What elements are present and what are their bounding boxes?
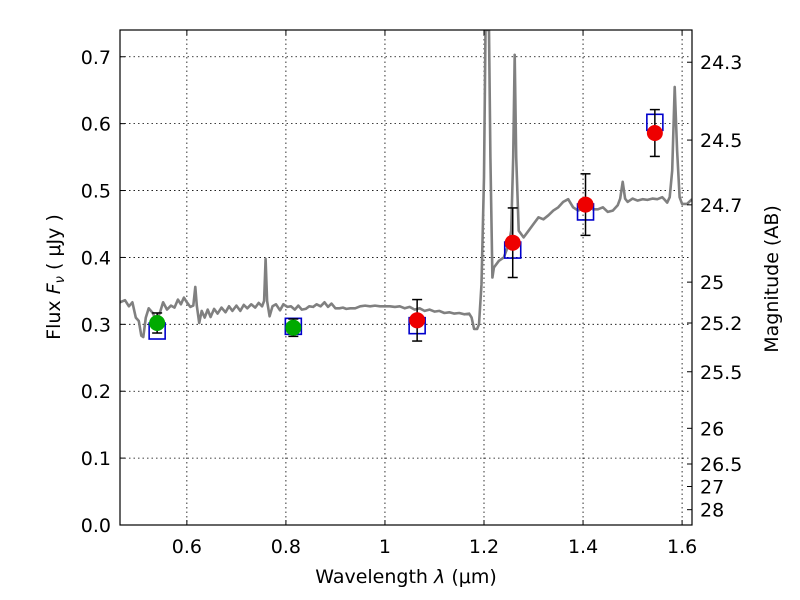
y2-tick-label: 24.3	[700, 52, 742, 74]
plot-area	[120, 30, 692, 342]
observed-nir-point	[577, 196, 594, 213]
x-axis-label: Wavelength λ (μm)	[315, 566, 496, 588]
observed-nir-point	[409, 312, 426, 329]
y-tick-label: 0.7	[81, 47, 111, 69]
y-tick-label: 0.0	[81, 515, 111, 537]
y2-tick-label: 25.2	[700, 313, 742, 335]
x-tick-label: 1.6	[667, 536, 697, 558]
y-tick-label: 0.4	[81, 247, 111, 269]
y-tick-label: 0.5	[81, 181, 111, 203]
grid	[120, 30, 692, 525]
y2-tick-label: 27	[700, 477, 724, 499]
observed-optical-point	[285, 319, 302, 336]
y2-axis-label: Magnitude (AB)	[761, 205, 783, 353]
spectrum-line	[120, 30, 692, 339]
observed-nir-point	[504, 234, 521, 251]
x-tick-label: 0.8	[271, 536, 301, 558]
y2-tick-label: 25	[700, 272, 724, 294]
x-tick-label: 1.4	[568, 536, 598, 558]
y2-tick-label: 28	[700, 500, 724, 522]
y-tick-label: 0.2	[81, 381, 111, 403]
y-tick-label: 0.3	[81, 314, 111, 336]
y2-tick-label: 24.7	[700, 195, 742, 217]
x-tick-label: 1	[379, 536, 391, 558]
y-tick-label: 0.1	[81, 448, 111, 470]
observed-optical-point	[149, 314, 166, 331]
y2-tick-label: 26.5	[700, 454, 742, 476]
axes-frame	[119, 29, 693, 526]
y-axis-label: Flux Fν ( μJy )	[43, 214, 68, 340]
y-tick-label: 0.6	[81, 114, 111, 136]
ticks: 0.6 0.8 1 1.2 1.4 1.6 0.0 0.1 0.2 0.3 0.4 0.5 0.6 0.7…	[81, 30, 742, 558]
y2-tick-label: 25.5	[700, 362, 742, 384]
x-tick-label: 0.6	[172, 536, 202, 558]
x-tick-label: 1.2	[469, 536, 499, 558]
observed-nir-point	[646, 125, 663, 142]
y2-tick-label: 24.5	[700, 130, 742, 152]
y2-tick-label: 26	[700, 418, 724, 440]
